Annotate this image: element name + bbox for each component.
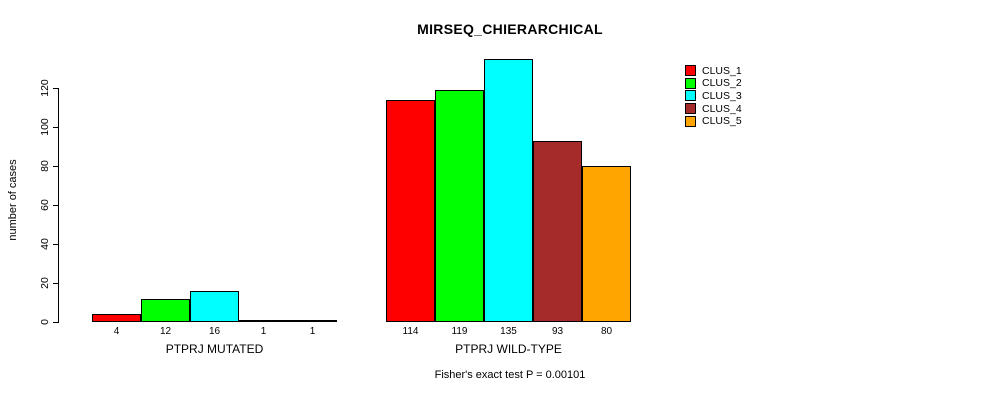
legend-label: CLUS_2 bbox=[702, 77, 742, 90]
y-tick-label-text: 80 bbox=[39, 160, 51, 172]
legend-item: CLUS_3 bbox=[685, 89, 742, 102]
bar-value-label: 93 bbox=[551, 326, 564, 337]
y-tick-label-text: 20 bbox=[39, 277, 51, 289]
y-tick-label-text: 40 bbox=[39, 238, 51, 250]
y-tick-label-text: 60 bbox=[39, 199, 51, 211]
bar bbox=[582, 166, 631, 322]
y-tick bbox=[53, 322, 59, 323]
group-label: PTPRJ MUTATED bbox=[165, 342, 264, 356]
legend-swatch bbox=[685, 115, 696, 127]
bar bbox=[190, 291, 239, 322]
legend-swatch bbox=[685, 90, 696, 102]
y-tick bbox=[53, 205, 59, 206]
y-tick-label-text: 0 bbox=[39, 319, 51, 325]
bar bbox=[484, 59, 533, 322]
y-axis-title-text: number of cases bbox=[7, 159, 19, 241]
bar bbox=[92, 314, 141, 322]
y-tick bbox=[53, 127, 59, 128]
bar-value-label: 16 bbox=[208, 326, 221, 337]
bar-value-label: 114 bbox=[402, 326, 419, 337]
y-tick-label-text: 100 bbox=[39, 118, 51, 136]
y-tick bbox=[53, 244, 59, 245]
y-tick bbox=[53, 88, 59, 89]
bar-value-label: 80 bbox=[600, 326, 613, 337]
group-label: PTPRJ WILD-TYPE bbox=[455, 342, 562, 356]
bar bbox=[239, 320, 288, 322]
legend-label: CLUS_4 bbox=[702, 102, 742, 115]
bar bbox=[288, 320, 337, 322]
legend-swatch bbox=[685, 103, 696, 115]
legend-label: CLUS_5 bbox=[702, 115, 742, 128]
legend-item: CLUS_2 bbox=[685, 77, 742, 90]
legend-item: CLUS_5 bbox=[685, 115, 742, 128]
bar bbox=[386, 100, 435, 322]
legend-item: CLUS_1 bbox=[685, 64, 742, 77]
y-tick bbox=[53, 166, 59, 167]
y-tick-label-text: 120 bbox=[39, 79, 51, 97]
y-tick bbox=[53, 283, 59, 284]
bar-value-label: 1 bbox=[309, 326, 316, 337]
bar bbox=[141, 299, 190, 322]
legend-swatch bbox=[685, 77, 696, 89]
legend-label: CLUS_3 bbox=[702, 89, 742, 102]
legend-item: CLUS_4 bbox=[685, 102, 742, 115]
bar-value-label: 135 bbox=[500, 326, 517, 337]
legend-swatch bbox=[685, 65, 696, 76]
legend: CLUS_1 CLUS_2 CLUS_3 CLUS_4 CLUS_5 bbox=[685, 65, 742, 128]
legend-label: CLUS_1 bbox=[702, 64, 742, 77]
bar-value-label: 1 bbox=[260, 326, 267, 337]
bar bbox=[533, 141, 582, 322]
bar bbox=[435, 90, 484, 322]
bar-value-label: 4 bbox=[113, 326, 120, 337]
bar-value-label: 119 bbox=[451, 326, 468, 337]
bar-value-label: 12 bbox=[159, 326, 172, 337]
chart-title: MIRSEQ_CHIERARCHICAL bbox=[417, 21, 603, 37]
annotation-text: Fisher's exact test P = 0.00101 bbox=[434, 369, 586, 381]
